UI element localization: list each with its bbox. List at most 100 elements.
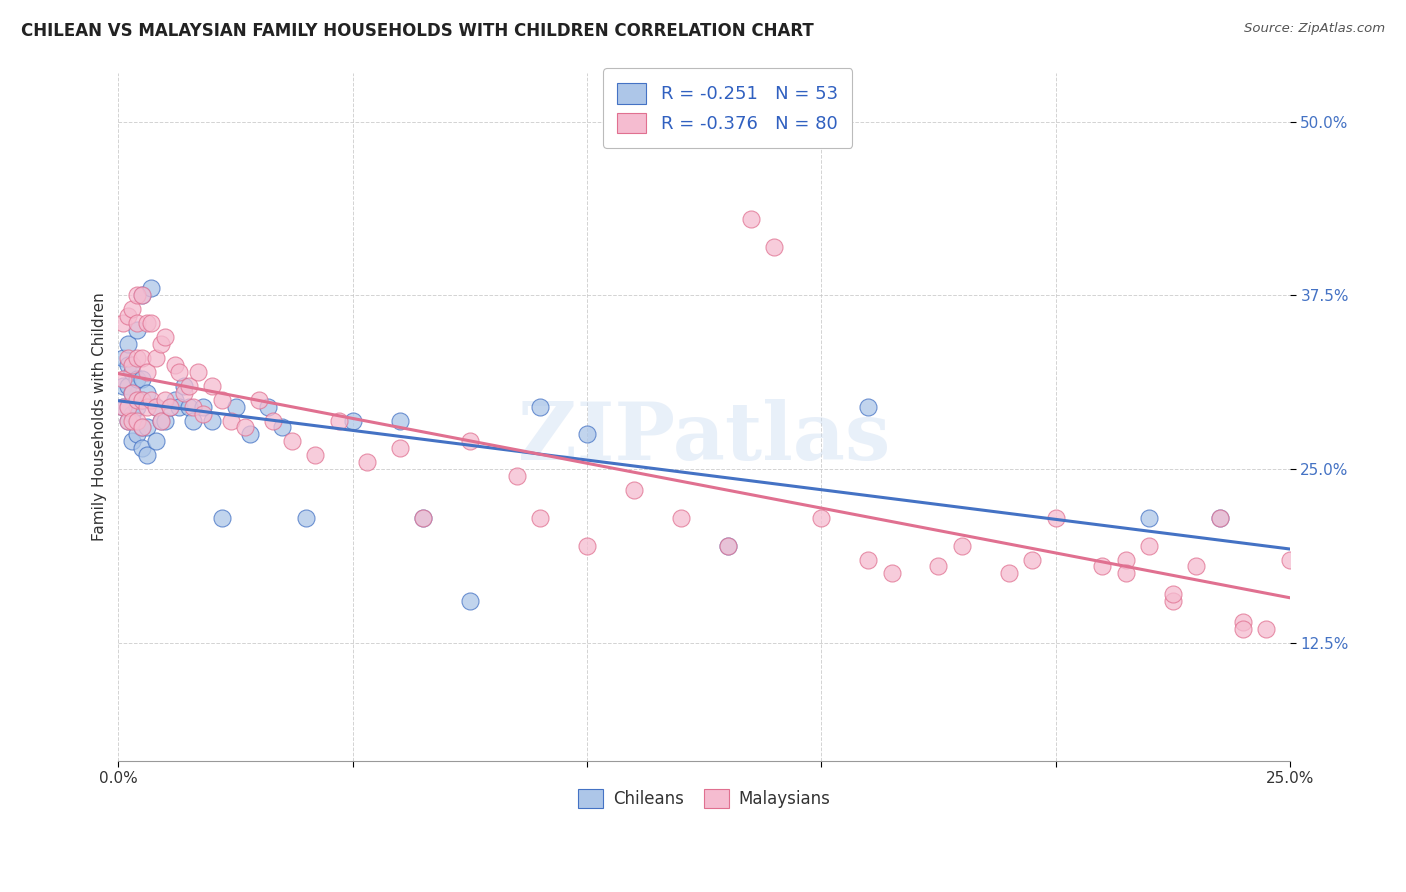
Point [127,316,149,330]
Point [356,455,378,469]
Point [1137,511,1160,525]
Point [247,392,270,407]
Point [716,539,738,553]
Point [716,539,738,553]
Point [1091,559,1114,574]
Point [177,378,200,392]
Point [950,539,973,553]
Point [458,594,481,608]
Point [1185,559,1208,574]
Point [529,400,551,414]
Point [127,427,149,442]
Point [201,378,224,392]
Point [127,372,149,386]
Point [1278,552,1301,566]
Point [1232,615,1254,629]
Point [131,372,153,386]
Point [149,337,172,351]
Text: Source: ZipAtlas.com: Source: ZipAtlas.com [1244,22,1385,36]
Point [145,434,167,449]
Point [239,427,262,442]
Point [131,288,153,302]
Point [328,413,350,427]
Point [856,552,879,566]
Point [121,385,143,400]
Point [257,400,280,414]
Point [141,392,163,407]
Point [127,392,149,407]
Point [117,351,139,365]
Point [856,400,879,414]
Point [458,434,481,449]
Point [211,392,233,407]
Point [117,378,139,392]
Point [112,400,135,414]
Point [281,434,304,449]
Point [201,413,224,427]
Point [927,559,949,574]
Point [159,400,181,414]
Point [121,413,143,427]
Point [121,302,143,317]
Point [271,420,294,434]
Point [131,392,153,407]
Point [127,323,149,337]
Point [295,511,318,525]
Point [219,413,242,427]
Point [163,392,186,407]
Point [117,358,139,372]
Point [810,511,832,525]
Point [121,385,143,400]
Point [135,400,157,414]
Point [388,442,411,456]
Point [1115,566,1137,581]
Point [262,413,284,427]
Point [173,385,195,400]
Point [576,427,599,442]
Point [145,400,167,414]
Point [149,413,172,427]
Point [191,407,214,421]
Point [412,511,434,525]
Point [623,483,645,497]
Point [117,400,139,414]
Point [159,400,181,414]
Point [145,400,167,414]
Point [112,316,135,330]
Point [117,337,139,351]
Point [1161,594,1184,608]
Point [131,351,153,365]
Point [163,358,186,372]
Point [131,420,153,434]
Point [112,378,135,392]
Point [1256,622,1278,636]
Point [131,288,153,302]
Point [127,400,149,414]
Point [412,511,434,525]
Point [112,351,135,365]
Point [997,566,1019,581]
Point [187,365,209,379]
Point [135,385,157,400]
Point [121,358,143,372]
Point [112,400,135,414]
Text: ZIPatlas: ZIPatlas [517,399,890,476]
Point [740,211,762,226]
Point [135,365,157,379]
Text: CHILEAN VS MALAYSIAN FAMILY HOUSEHOLDS WITH CHILDREN CORRELATION CHART: CHILEAN VS MALAYSIAN FAMILY HOUSEHOLDS W… [21,22,814,40]
Point [121,434,143,449]
Point [763,240,786,254]
Point [669,511,692,525]
Point [117,413,139,427]
Y-axis label: Family Households with Children: Family Households with Children [93,293,107,541]
Point [169,365,191,379]
Point [135,420,157,434]
Point [117,400,139,414]
Point [191,400,214,414]
Point [155,330,177,344]
Point [141,281,163,295]
Point [117,310,139,324]
Point [1137,539,1160,553]
Point [131,420,153,434]
Point [1045,511,1067,525]
